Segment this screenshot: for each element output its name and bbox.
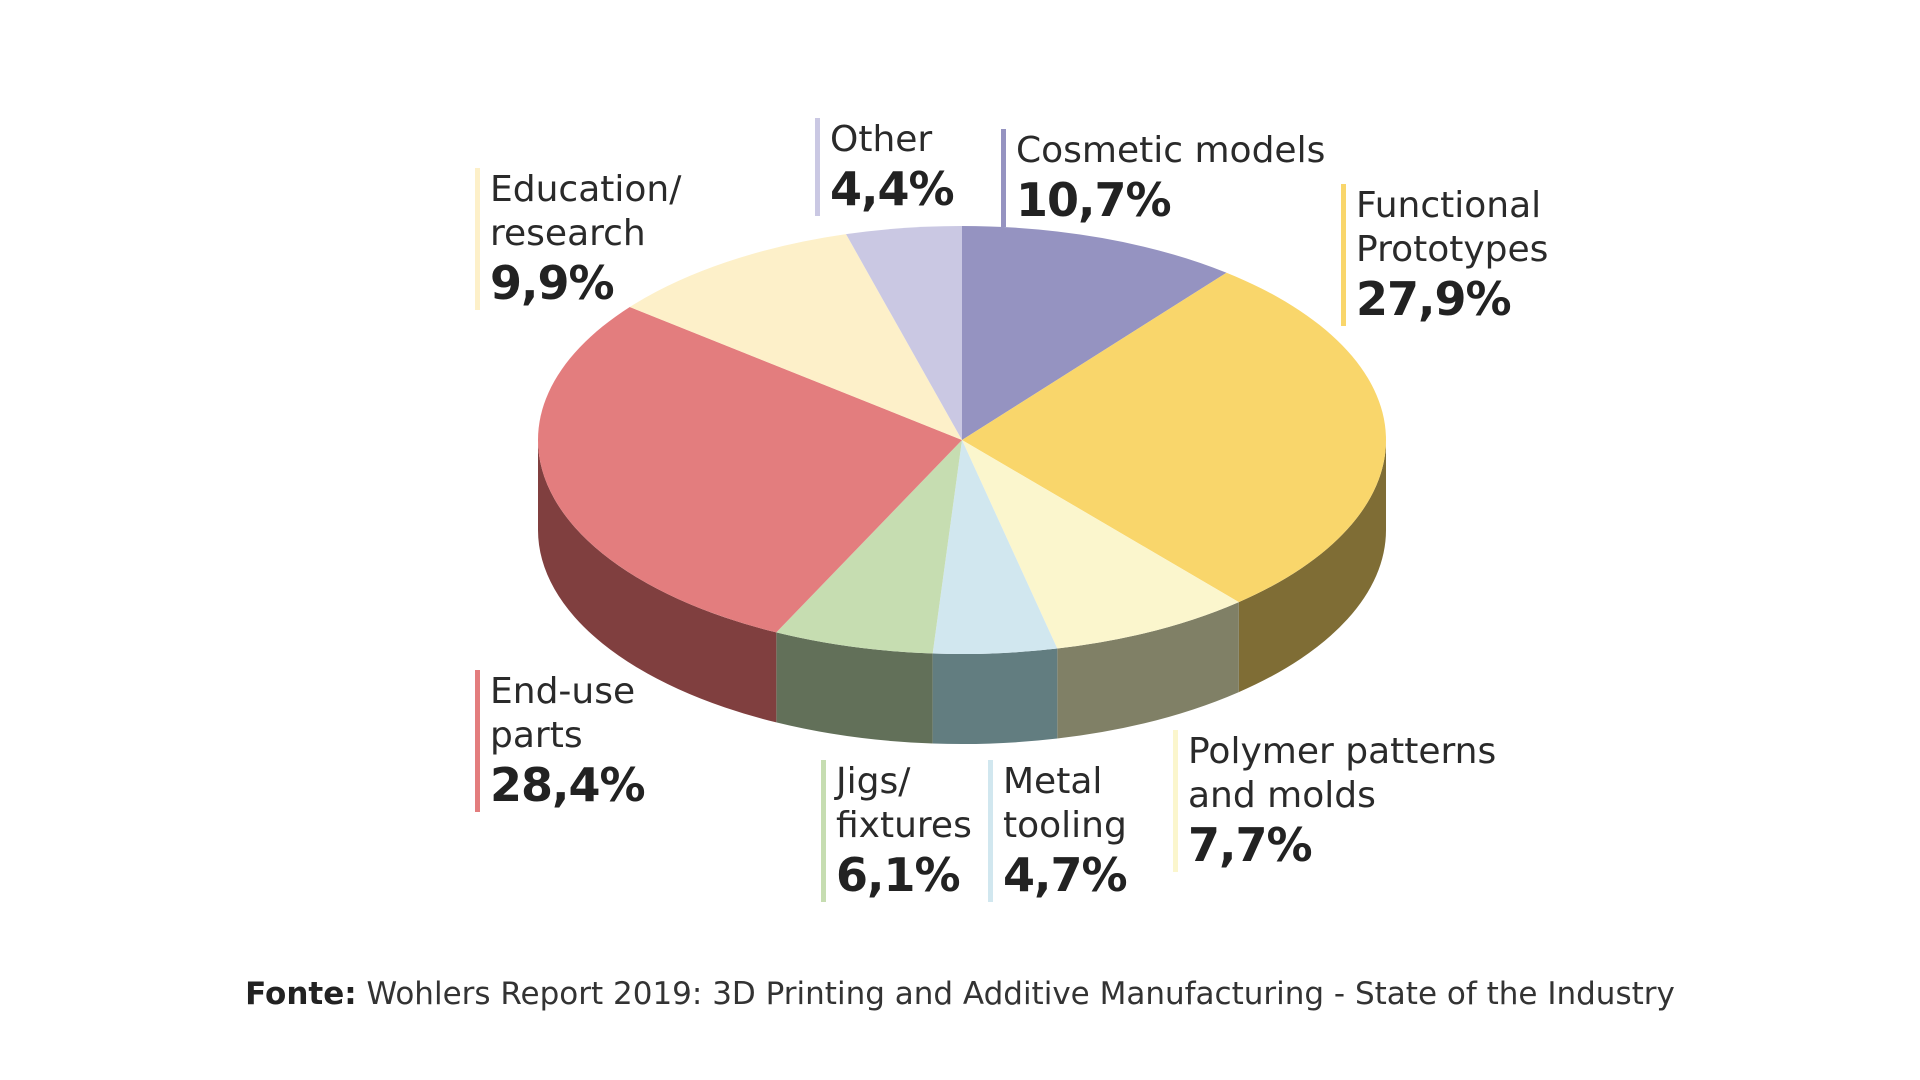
pie-side-2 <box>1057 602 1239 739</box>
slice-value: 27,9% <box>1356 272 1512 326</box>
source-caption: Fonte: Wohlers Report 2019: 3D Printing … <box>0 976 1920 1012</box>
slice-name: Education/ research <box>490 169 682 254</box>
source-prefix: Fonte: <box>245 976 357 1012</box>
label-marker <box>988 760 993 902</box>
label-end-use-parts: End-use parts 28,4% <box>475 670 646 812</box>
label-metal-tooling: Metal tooling 4,7% <box>988 760 1128 902</box>
pie-side-5 <box>538 440 777 723</box>
slice-name: Functional Prototypes <box>1356 185 1549 270</box>
pie-slice-5 <box>538 307 962 633</box>
pie-slice-3 <box>932 440 1058 654</box>
slice-name: Jigs/ fixtures <box>836 761 972 846</box>
label-other: Other 4,4% <box>815 118 955 216</box>
slice-value: 4,7% <box>1003 848 1128 902</box>
slice-value: 28,4% <box>490 758 646 812</box>
pie-slice-0 <box>962 226 1227 440</box>
slice-name: Cosmetic models <box>1016 130 1326 171</box>
label-cosmetic-models: Cosmetic models 10,7% <box>1001 129 1325 227</box>
label-marker <box>475 168 480 310</box>
label-marker <box>1001 129 1006 227</box>
pie-side-4 <box>776 632 933 744</box>
slice-value: 4,4% <box>830 162 955 216</box>
pie-slice-6 <box>629 234 962 440</box>
label-education-research: Education/ research 9,9% <box>475 168 681 310</box>
label-polymer-patterns: Polymer patterns and molds 7,7% <box>1173 730 1496 872</box>
pie-side-3 <box>932 648 1058 744</box>
source-text: Wohlers Report 2019: 3D Printing and Add… <box>356 976 1675 1012</box>
label-jigs-fixtures: Jigs/ fixtures 6,1% <box>821 760 972 902</box>
label-marker <box>475 670 480 812</box>
slice-name: Metal tooling <box>1003 761 1127 846</box>
pie-slice-4 <box>776 440 962 654</box>
pie-slice-7 <box>846 226 962 440</box>
label-marker <box>815 118 820 216</box>
label-marker <box>1341 184 1346 326</box>
pie-side-1 <box>1238 440 1386 693</box>
pie-slice-1 <box>962 272 1386 603</box>
label-marker <box>821 760 826 902</box>
label-functional-prototypes: Functional Prototypes 27,9% <box>1341 184 1548 326</box>
slice-name: Polymer patterns and molds <box>1188 731 1497 816</box>
pie-slice-2 <box>962 440 1239 649</box>
slice-name: Other <box>830 119 933 160</box>
slice-value: 6,1% <box>836 848 961 902</box>
slice-value: 9,9% <box>490 256 615 310</box>
slice-value: 10,7% <box>1016 173 1172 227</box>
label-marker <box>1173 730 1178 872</box>
slice-value: 7,7% <box>1188 818 1313 872</box>
slice-name: End-use parts <box>490 671 636 756</box>
